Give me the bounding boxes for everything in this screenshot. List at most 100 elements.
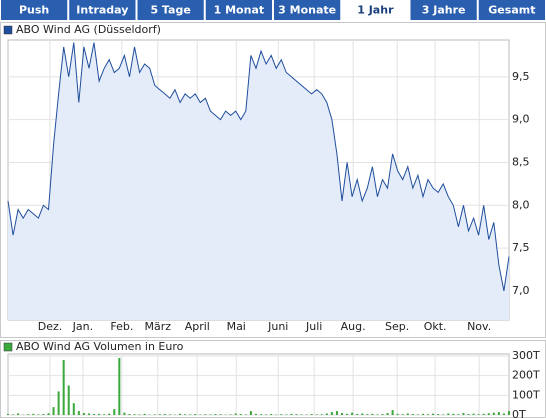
- volume-bar: [391, 410, 394, 415]
- y-tick-label: 0T: [512, 408, 526, 418]
- volume-bar: [497, 412, 500, 415]
- volume-bar: [447, 413, 450, 415]
- tab-label[interactable]: 3 Monate: [278, 4, 336, 17]
- volume-bar: [467, 414, 470, 415]
- volume-bar: [204, 414, 207, 415]
- volume-bar: [507, 411, 511, 415]
- volume-bar: [325, 413, 328, 415]
- volume-bar: [143, 413, 146, 415]
- y-tick-label: 100T: [512, 388, 540, 401]
- volume-bar: [452, 413, 455, 415]
- volume-bar: [163, 414, 166, 415]
- volume-bar: [123, 412, 126, 415]
- volume-bar: [270, 414, 273, 415]
- tab[interactable]: [478, 0, 545, 20]
- volume-bar: [320, 414, 323, 415]
- volume-bar: [42, 414, 45, 415]
- volume-bar: [462, 413, 465, 415]
- x-tick-label: Juni: [267, 320, 288, 333]
- volume-bar: [62, 359, 65, 415]
- volume-bar: [72, 403, 75, 415]
- volume-bar: [315, 414, 318, 415]
- tab-label[interactable]: 3 Jahre: [422, 4, 466, 17]
- volume-bar: [52, 407, 55, 415]
- x-tick-label: Dez.: [38, 320, 63, 333]
- volume-bar: [249, 411, 252, 415]
- volume-bar: [37, 414, 40, 415]
- volume-bar: [47, 413, 50, 415]
- y-tick-label: 7,0: [512, 284, 530, 297]
- volume-bar: [67, 385, 70, 415]
- tab[interactable]: [205, 0, 272, 20]
- x-tick-label: Nov.: [467, 320, 491, 333]
- volume-bar: [138, 414, 141, 415]
- y-tick-label: 8,0: [512, 198, 530, 211]
- tab-label[interactable]: 5 Tage: [150, 4, 190, 17]
- volume-bar: [335, 411, 338, 415]
- volume-bar: [87, 413, 90, 415]
- volume-bar: [482, 413, 485, 415]
- volume-bar: [411, 414, 414, 415]
- volume-bar: [98, 413, 101, 415]
- tab-label[interactable]: 1 Jahr: [357, 4, 394, 17]
- tab[interactable]: [137, 0, 204, 20]
- volume-bar: [492, 412, 495, 415]
- tab-label[interactable]: 1 Monat: [214, 4, 265, 17]
- volume-bar: [17, 413, 20, 415]
- volume-bar: [285, 414, 288, 415]
- volume-bar: [401, 414, 404, 415]
- volume-bar: [189, 414, 192, 415]
- volume-bar: [421, 413, 424, 415]
- volume-bar: [406, 413, 409, 415]
- volume-bar: [477, 414, 480, 415]
- volume-bar: [254, 413, 257, 415]
- volume-bar: [6, 414, 10, 415]
- tab-label[interactable]: Push: [19, 4, 49, 17]
- y-tick-label: 7,5: [512, 241, 530, 254]
- volume-bar: [437, 414, 440, 415]
- volume-bar: [108, 413, 111, 415]
- volume-bar: [82, 413, 85, 415]
- x-tick-label: Aug.: [341, 320, 366, 333]
- volume-bar: [487, 413, 490, 415]
- volume-bar: [194, 414, 197, 415]
- volume-bar: [361, 413, 364, 415]
- x-tick-label: Jan.: [72, 320, 93, 333]
- tab[interactable]: [342, 0, 409, 20]
- tab[interactable]: [410, 0, 477, 20]
- y-tick-label: 9,5: [512, 70, 530, 83]
- tab[interactable]: [1, 0, 68, 20]
- volume-bar: [239, 414, 242, 415]
- volume-bar: [103, 414, 106, 415]
- volume-bar: [457, 414, 460, 415]
- tab-label[interactable]: Intraday: [76, 4, 128, 17]
- volume-bar: [280, 414, 283, 415]
- volume-bar: [260, 414, 263, 415]
- volume-bar: [472, 413, 475, 415]
- x-tick-label: Feb.: [110, 320, 133, 333]
- volume-bar: [118, 357, 121, 415]
- volume-bar: [432, 413, 435, 415]
- volume-bar: [209, 414, 212, 415]
- volume-bar: [442, 414, 445, 415]
- volume-bar: [371, 413, 374, 415]
- volume-bar: [356, 414, 359, 415]
- volume-bar: [396, 413, 399, 415]
- volume-bar: [290, 413, 293, 415]
- tab-label[interactable]: Gesamt: [488, 4, 535, 17]
- price-area: [8, 42, 509, 320]
- volume-bar: [300, 414, 303, 415]
- volume-bar: [229, 414, 232, 415]
- volume-bar: [219, 414, 222, 415]
- x-tick-label: April: [185, 320, 210, 333]
- x-tick-label: Okt.: [424, 320, 447, 333]
- volume-bar: [234, 413, 237, 415]
- tab[interactable]: [69, 0, 136, 20]
- volume-bar: [376, 414, 379, 415]
- volume-bar: [179, 413, 182, 415]
- volume-bar: [168, 414, 171, 415]
- volume-bar: [381, 414, 384, 415]
- volume-bar: [244, 414, 247, 415]
- volume-bar: [340, 413, 344, 415]
- tab[interactable]: [274, 0, 341, 20]
